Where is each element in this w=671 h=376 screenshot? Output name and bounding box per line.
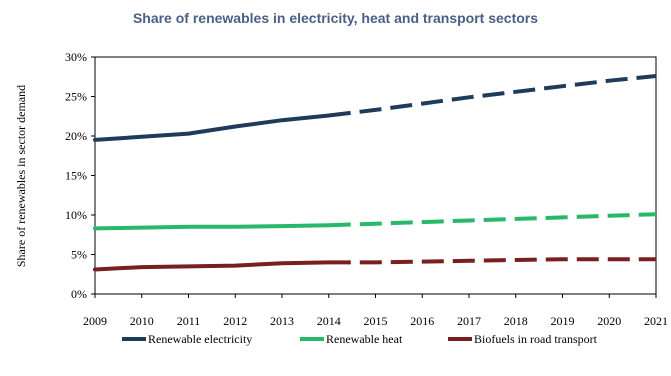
x-axis: 2009 2010 2011 2012 2013 2014 2015 2016 2017 2018…: [83, 294, 668, 328]
y-tick-label: 5%: [71, 248, 87, 262]
series-line-projection-renewable-electricity: [328, 74, 657, 118]
series-lines: [93, 74, 657, 272]
series-line-actual-renewable-heat: [93, 223, 331, 231]
series-line-projection-biofuels-in-road-transport: [328, 257, 656, 265]
x-tick-label: 2014: [317, 314, 341, 328]
x-tick-label: 2016: [410, 314, 434, 328]
y-axis-label: Share of renewables in sector demand: [14, 85, 28, 267]
y-tick-label: 25%: [65, 90, 87, 104]
x-tick-label: 2018: [504, 314, 528, 328]
legend-label: Renewable electricity: [148, 332, 252, 346]
x-tick-label: 2021: [644, 314, 668, 328]
y-axis: 0% 5% 10% 15% 20% 25% 30%: [65, 50, 95, 301]
legend-label: Renewable heat: [326, 332, 403, 346]
x-tick-label: 2013: [270, 314, 294, 328]
series-line-projection-renewable-heat: [328, 212, 657, 228]
chart-title: Share of renewables in electricity, heat…: [132, 10, 539, 26]
series-line-actual-biofuels-in-road-transport: [93, 260, 331, 272]
y-tick-label: 20%: [65, 129, 87, 143]
y-tick-label: 0%: [71, 287, 87, 301]
x-tick-label: 2020: [597, 314, 621, 328]
y-tick-label: 10%: [65, 208, 87, 222]
y-tick-label: 30%: [65, 50, 87, 64]
x-tick-label: 2011: [177, 314, 201, 328]
x-tick-label: 2015: [364, 314, 388, 328]
legend: Renewable electricity Renewable heat Biofu…: [122, 332, 598, 346]
legend-label: Biofuels in road transport: [474, 332, 598, 346]
x-tick-label: 2019: [551, 314, 575, 328]
x-tick-label: 2017: [457, 314, 481, 328]
plot-area: [94, 56, 657, 295]
x-tick-label: 2010: [130, 314, 154, 328]
x-tick-label: 2012: [223, 314, 247, 328]
x-tick-label: 2009: [83, 314, 107, 328]
y-tick-label: 15%: [65, 169, 87, 183]
series-line-actual-renewable-electricity: [93, 113, 331, 142]
